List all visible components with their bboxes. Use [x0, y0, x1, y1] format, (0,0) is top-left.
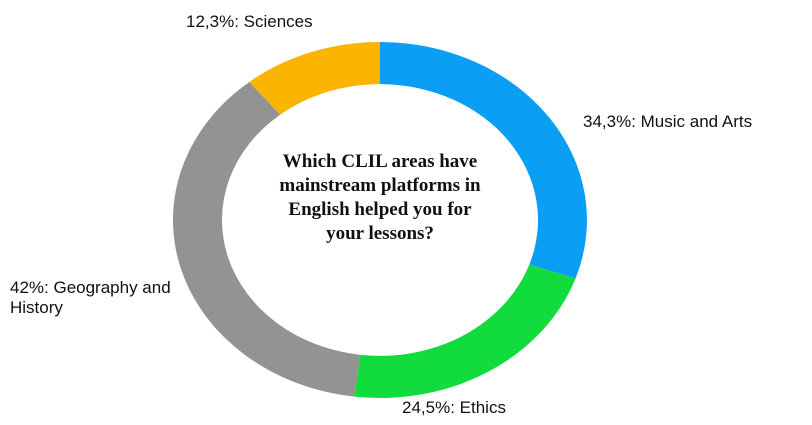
donut-segment [172, 81, 361, 397]
segment-label: 12,3%: Sciences [186, 12, 313, 31]
chart-title: Which CLIL areas have mainstream platfor… [279, 151, 481, 244]
segment-label: 24,5%: Ethics [402, 398, 506, 417]
segment-label: 42%: Geography and History [10, 278, 171, 317]
donut-segment [380, 41, 588, 279]
segment-label: 34,3%: Music and Arts [583, 112, 753, 131]
donut-segment [354, 264, 576, 399]
donut-segment [249, 41, 380, 115]
